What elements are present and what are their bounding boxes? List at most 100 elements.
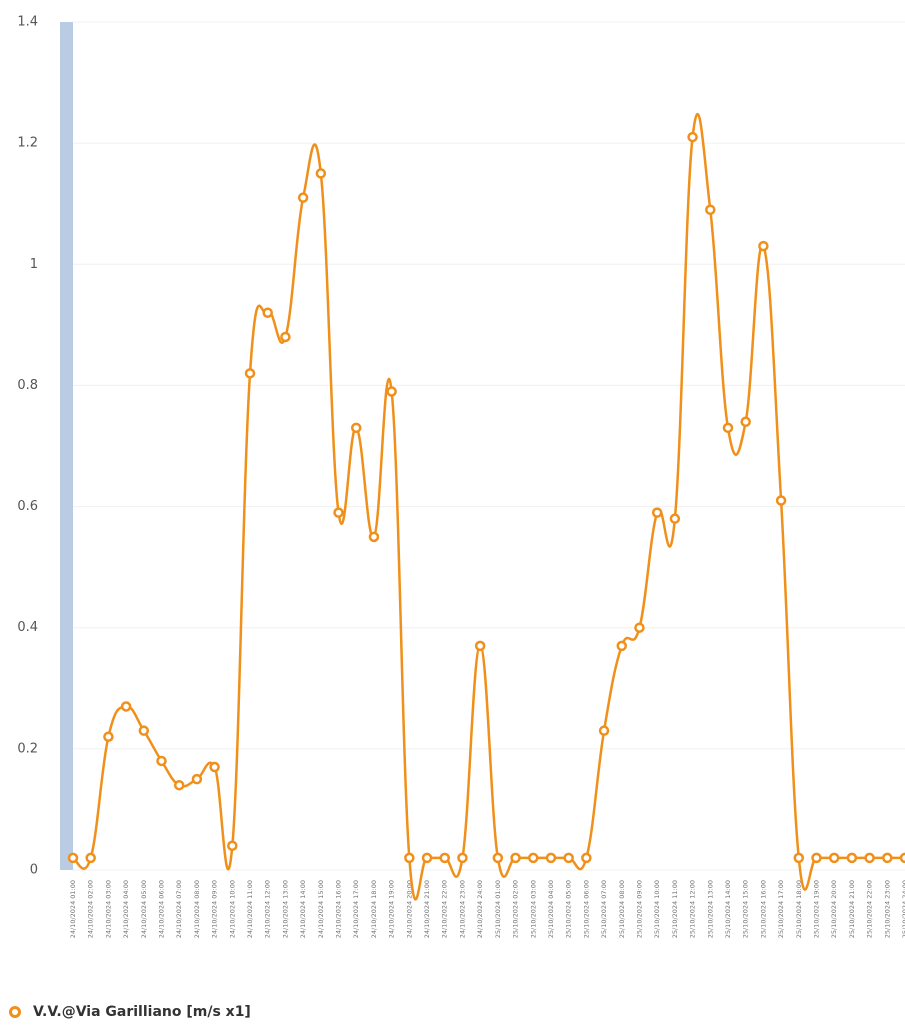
- point: [775, 495, 787, 506]
- point: [474, 640, 486, 652]
- x-tick-label: 25/10/2024 23:00: [883, 880, 891, 938]
- point: [280, 331, 291, 343]
- x-tick-label: 24/10/2024 07:00: [175, 880, 183, 938]
- x-tick-label: 25/10/2024 10:00: [653, 880, 661, 938]
- y-tick-label: 0.6: [17, 499, 38, 514]
- point: [828, 852, 840, 864]
- x-tick-label: 25/10/2024 18:00: [795, 880, 803, 938]
- x-tick-label: 25/10/2024 02:00: [512, 880, 520, 938]
- x-tick-label: 24/10/2024 14:00: [299, 880, 307, 938]
- x-tick-label: 25/10/2024 21:00: [848, 880, 856, 938]
- series-line: [72, 112, 905, 901]
- point: [191, 773, 203, 785]
- point: [669, 513, 681, 524]
- x-tick-label: 25/10/2024 13:00: [706, 880, 714, 938]
- point: [103, 731, 114, 742]
- y-axis-band: [60, 22, 73, 870]
- x-tick-label: 24/10/2024 13:00: [281, 880, 289, 938]
- x-tick-label: 25/10/2024 17:00: [777, 880, 785, 938]
- x-tick-label: 24/10/2024 18:00: [370, 880, 378, 938]
- y-tick-label: 0.4: [17, 620, 38, 635]
- point: [581, 852, 592, 864]
- point: [386, 386, 397, 397]
- x-tick-label: 24/10/2024 04:00: [122, 880, 130, 938]
- x-tick-label: 24/10/2024 15:00: [317, 880, 325, 938]
- x-tick-label: 25/10/2024 11:00: [671, 880, 679, 938]
- x-tick-label: 24/10/2024 22:00: [441, 880, 449, 938]
- point: [705, 204, 716, 216]
- x-tick-label: 24/10/2024 09:00: [211, 880, 219, 938]
- point: [793, 852, 805, 864]
- legend-marker: [9, 1006, 21, 1018]
- point: [227, 840, 238, 852]
- point: [315, 168, 327, 179]
- y-tick-label: 0: [30, 863, 38, 878]
- legend-label[interactable]: V.V.@Via Garilliano [m/s x1]: [33, 1004, 251, 1020]
- x-tick-label: 24/10/2024 17:00: [352, 880, 360, 938]
- point: [616, 640, 628, 652]
- x-tick-label: 24/10/2024 19:00: [388, 880, 396, 938]
- point: [758, 240, 769, 252]
- point: [651, 507, 663, 518]
- x-tick-label: 25/10/2024 24:00: [901, 880, 905, 938]
- point: [262, 307, 273, 318]
- point: [740, 416, 751, 428]
- x-tick-label: 24/10/2024 11:00: [246, 880, 254, 938]
- point: [864, 852, 875, 864]
- point: [598, 725, 610, 736]
- point: [545, 852, 557, 864]
- x-tick-label: 25/10/2024 15:00: [742, 880, 750, 938]
- x-tick-label: 24/10/2024 16:00: [335, 880, 343, 938]
- point: [457, 852, 468, 864]
- point: [209, 761, 220, 773]
- point: [882, 852, 893, 864]
- x-tick-label: 25/10/2024 19:00: [812, 880, 820, 938]
- point: [404, 852, 415, 864]
- point: [85, 852, 96, 864]
- x-tick-label: 24/10/2024 24:00: [476, 880, 484, 938]
- x-tick-label: 25/10/2024 12:00: [689, 880, 697, 938]
- x-tick-label: 25/10/2024 03:00: [529, 880, 537, 938]
- point: [138, 725, 150, 736]
- x-tick-label: 25/10/2024 20:00: [830, 880, 838, 938]
- x-tick-label: 25/10/2024 22:00: [866, 880, 874, 938]
- x-tick-label: 24/10/2024 06:00: [158, 880, 166, 938]
- x-tick-label: 24/10/2024 10:00: [228, 880, 236, 938]
- x-tick-label: 24/10/2024 12:00: [264, 880, 272, 938]
- point: [492, 852, 504, 864]
- point: [722, 422, 734, 434]
- x-tick-label: 25/10/2024 07:00: [600, 880, 608, 938]
- x-tick-label: 24/10/2024 02:00: [87, 880, 95, 938]
- y-tick-label: 1: [30, 257, 38, 272]
- point: [846, 852, 858, 864]
- point: [439, 852, 450, 864]
- point: [156, 755, 167, 767]
- y-tick-label: 1.2: [17, 136, 38, 151]
- point: [244, 368, 256, 379]
- point: [173, 779, 185, 791]
- y-tick-label: 1.4: [17, 15, 38, 30]
- x-tick-label: 24/10/2024 08:00: [193, 880, 201, 938]
- point: [510, 852, 521, 864]
- point: [67, 852, 79, 864]
- x-tick-label: 25/10/2024 05:00: [565, 880, 573, 938]
- y-tick-label: 0.2: [17, 741, 38, 756]
- point: [811, 852, 822, 864]
- point: [333, 507, 344, 518]
- x-tick-label: 25/10/2024 09:00: [635, 880, 643, 938]
- x-tick-label: 24/10/2024 01:00: [69, 880, 77, 938]
- x-tick-label: 24/10/2024 20:00: [405, 880, 413, 938]
- x-tick-label: 25/10/2024 16:00: [759, 880, 767, 938]
- point: [297, 192, 309, 203]
- x-tick-label: 24/10/2024 03:00: [104, 880, 112, 938]
- x-tick-label: 24/10/2024 21:00: [423, 880, 431, 938]
- point: [120, 701, 132, 712]
- x-tick-label: 25/10/2024 06:00: [582, 880, 590, 938]
- x-tick-label: 25/10/2024 08:00: [618, 880, 626, 938]
- x-tick-label: 25/10/2024 14:00: [724, 880, 732, 938]
- x-tick-label: 25/10/2024 01:00: [494, 880, 502, 938]
- y-tick-label: 0.8: [17, 378, 38, 393]
- point: [899, 852, 905, 864]
- point: [368, 531, 380, 543]
- point: [563, 852, 574, 864]
